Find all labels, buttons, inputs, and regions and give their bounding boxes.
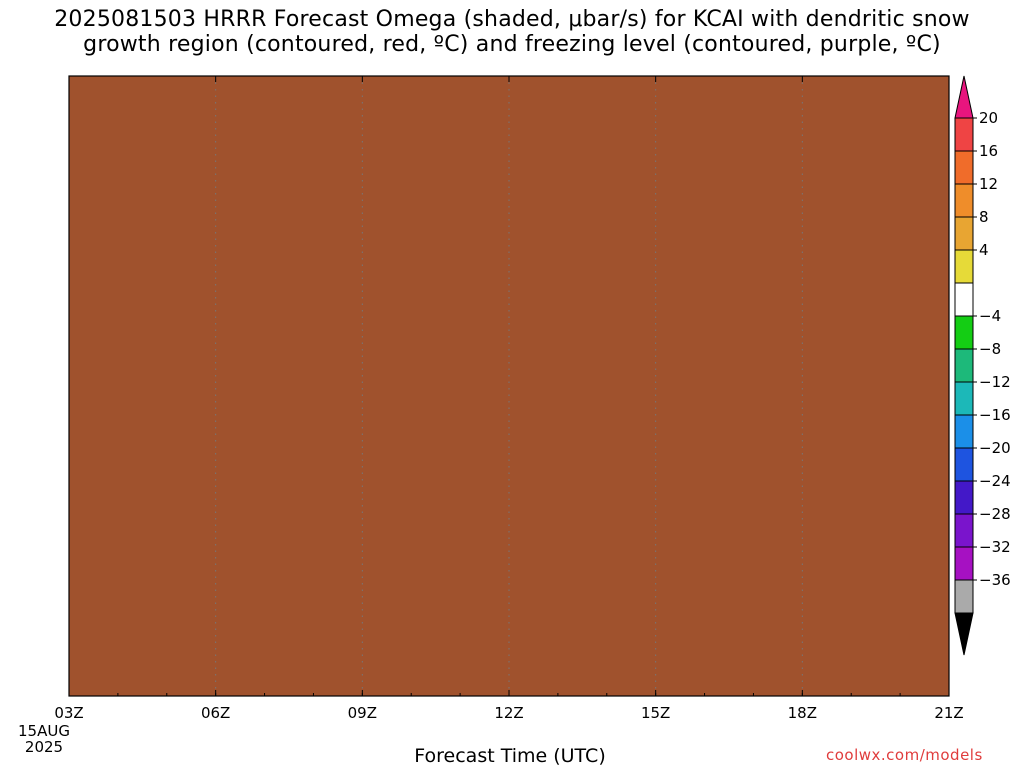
colorbar-segment — [954, 480, 974, 515]
omega-shaded-layer — [69, 76, 949, 696]
x-tick-label: 06Z — [200, 704, 231, 722]
ground-band — [69, 76, 949, 696]
colorbar-segment — [954, 183, 974, 218]
x-start-date-label: 15AUG — [18, 722, 70, 740]
colorbar-segment — [954, 150, 974, 185]
colorbar-label: −24 — [979, 472, 1011, 490]
colorbar-bottom-arrow — [954, 612, 974, 656]
colorbar-label: −36 — [979, 571, 1011, 589]
colorbar-label: 4 — [979, 241, 989, 259]
colorbar-segment — [954, 513, 974, 548]
x-tick-label: 12Z — [494, 704, 524, 722]
chart-title-line-2: growth region (contoured, red, ºC) and f… — [83, 32, 941, 57]
colorbar-label: −32 — [979, 538, 1011, 556]
colorbar-segment — [954, 447, 974, 482]
colorbar-label: −8 — [979, 340, 1002, 358]
colorbar-segment — [954, 414, 974, 449]
x-tick-label: 03Z — [54, 704, 84, 722]
colorbar-segment — [954, 546, 974, 581]
colorbar-label: 20 — [979, 109, 999, 127]
x-tick-label: 09Z — [347, 704, 378, 722]
colorbar-label: 12 — [979, 175, 999, 193]
colorbar-label: −4 — [979, 307, 1002, 325]
x-tick-label: 18Z — [787, 704, 818, 722]
colorbar-label: 8 — [979, 208, 989, 226]
colorbar-segment — [954, 579, 974, 614]
x-tick-label: 15Z — [640, 704, 671, 722]
colorbar-label: −12 — [979, 373, 1011, 391]
chart-title-line-1: 2025081503 HRRR Forecast Omega (shaded, … — [54, 7, 970, 32]
tick-layer — [68, 76, 950, 696]
colorbar-segment — [954, 249, 974, 284]
colorbar-top-arrow — [954, 75, 974, 119]
colorbar-segment — [954, 216, 974, 251]
colorbar-segment — [954, 282, 974, 317]
credit-link[interactable]: coolwx.com/models — [826, 746, 983, 764]
colorbar-segment — [954, 117, 974, 152]
colorbar-label: 16 — [979, 142, 999, 160]
x-tick-label: 21Z — [934, 704, 964, 722]
colorbar-label: −16 — [979, 406, 1011, 424]
x-start-date-label: 2025 — [24, 738, 64, 756]
colorbar — [954, 75, 977, 656]
colorbar-segment — [954, 381, 974, 416]
colorbar-segment — [954, 348, 974, 383]
x-axis-title: Forecast Time (UTC) — [414, 745, 606, 767]
colorbar-label: −28 — [979, 505, 1011, 523]
colorbar-label: −20 — [979, 439, 1011, 457]
colorbar-segment — [954, 315, 974, 350]
